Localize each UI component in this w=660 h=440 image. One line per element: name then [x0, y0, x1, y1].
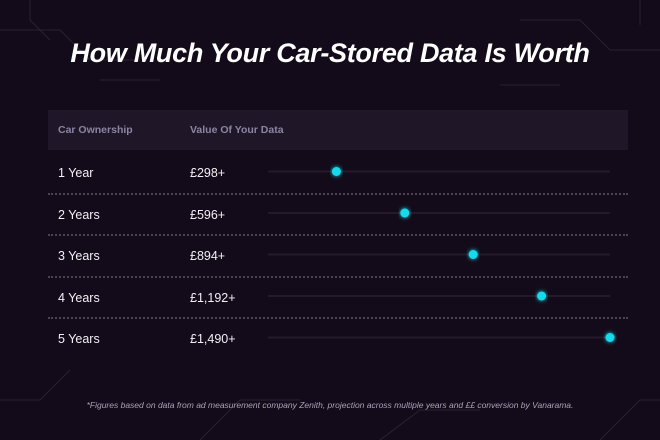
value-label: £1,490+ — [190, 332, 236, 346]
bar-end-dot — [468, 250, 478, 259]
bar-end-dot — [400, 208, 410, 218]
row-divider — [48, 317, 628, 319]
table-row: 3 Years £894+ — [48, 234, 628, 276]
value-label: £1,192+ — [190, 290, 236, 305]
category-label: 3 Years — [58, 249, 100, 263]
row-divider — [48, 192, 628, 195]
category-label: 1 Year — [58, 166, 94, 180]
value-label: £894+ — [190, 249, 226, 263]
value-label: £298+ — [190, 166, 226, 180]
category-label: 2 Years — [58, 207, 100, 222]
table-row: 2 Years £596+ — [48, 193, 628, 235]
bar-end-dot — [331, 167, 341, 176]
value-label: £596+ — [190, 207, 226, 222]
column-header-ownership: Car Ownership — [58, 124, 133, 136]
row-divider — [48, 234, 628, 236]
footnote: *Figures based on data from ad measureme… — [86, 400, 574, 410]
table-header: Car Ownership Value Of Your Data — [48, 110, 628, 150]
row-divider — [48, 275, 628, 278]
table-row: 5 Years £1,490+ — [48, 317, 628, 359]
table-row: 1 Year £298+ — [48, 151, 628, 193]
column-header-value: Value Of Your Data — [190, 124, 284, 136]
bar-end-dot — [605, 333, 615, 342]
category-label: 5 Years — [58, 332, 100, 346]
table-row: 4 Years £1,192+ — [48, 276, 628, 318]
bar-end-dot — [537, 291, 547, 301]
category-label: 4 Years — [58, 290, 100, 305]
chart-title: How Much Your Car-Stored Data Is Worth — [70, 38, 590, 68]
